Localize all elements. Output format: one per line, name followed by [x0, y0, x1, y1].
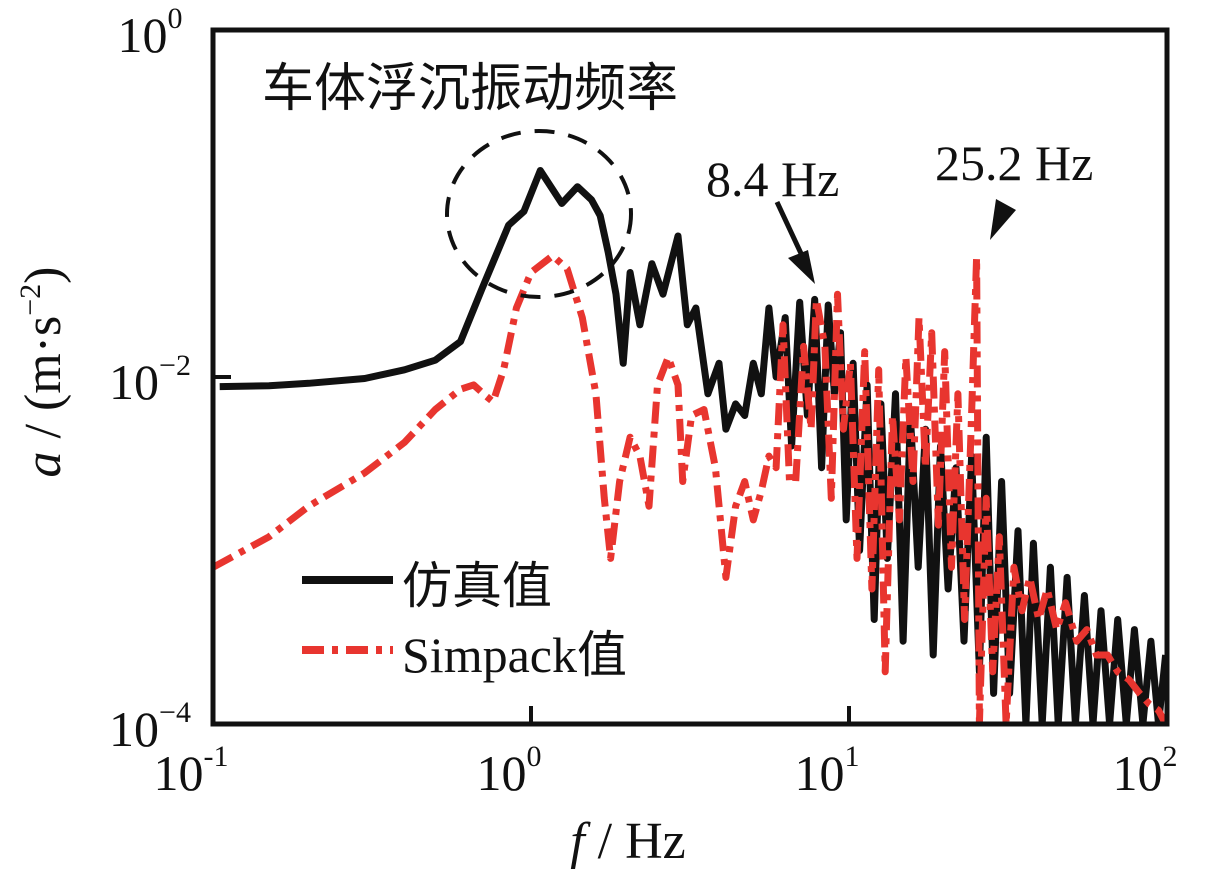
y-tick-label: 100: [118, 2, 183, 63]
y-axis-var: a: [15, 452, 72, 478]
x-axis-unit: / Hz: [585, 813, 686, 870]
ticks-layer: 10-1 100 101 102 100 10−2 10−4: [109, 2, 1177, 801]
y-axis-exp: −2: [14, 284, 47, 316]
x-axis-title: f / Hz: [570, 813, 686, 870]
legend-label-simpack: Simpack值: [402, 627, 627, 683]
series-line-0: [219, 167, 1167, 724]
annotation-8-4hz-arrow: [774, 200, 815, 284]
y-tick-label: 10−4: [109, 696, 191, 757]
y-axis-title: a / (m·s−2): [14, 266, 72, 477]
annotation-body-bounce-label: 车体浮沉振动频率: [262, 59, 678, 119]
legend-label-simulation: 仿真值: [402, 557, 552, 615]
x-tick-label: 101: [795, 740, 860, 801]
annotation-8-4hz-label: 8.4 Hz: [706, 151, 839, 207]
x-tick-label: 100: [477, 740, 542, 801]
highlight-circle: [445, 129, 633, 299]
y-axis-close: ): [15, 266, 72, 283]
legend: 仿真值 Simpack值: [302, 557, 627, 683]
x-tick-label: 10-1: [154, 740, 229, 801]
x-tick-label: 102: [1113, 740, 1178, 801]
annotation-25-2hz-arrow: [990, 199, 1016, 240]
series-layer: [213, 167, 1167, 724]
series-line-1: [213, 252, 1167, 724]
y-tick-label: 10−2: [109, 349, 191, 410]
y-axis-unit: / (m·s: [15, 316, 72, 452]
annotation-25-2hz-label: 25.2 Hz: [935, 135, 1093, 191]
